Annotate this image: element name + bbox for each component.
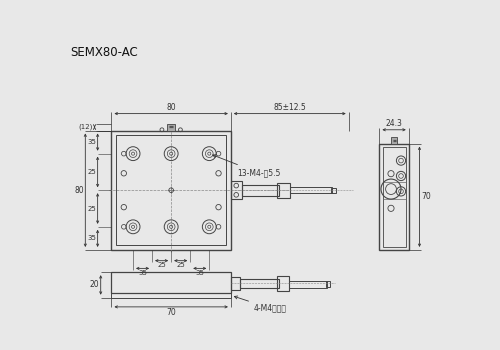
Text: 25: 25 xyxy=(176,262,185,268)
Text: 13-M4-深5.5: 13-M4-深5.5 xyxy=(212,155,280,177)
Text: 80: 80 xyxy=(166,103,176,112)
Bar xyxy=(116,135,226,245)
Text: 35: 35 xyxy=(87,235,96,241)
Text: 20: 20 xyxy=(90,280,99,289)
Bar xyxy=(290,187,333,193)
Bar xyxy=(380,144,408,250)
Text: 70: 70 xyxy=(166,308,176,317)
Bar xyxy=(288,281,327,288)
Bar xyxy=(231,277,240,290)
Text: 4-M4沉头孔: 4-M4沉头孔 xyxy=(234,296,287,313)
Bar xyxy=(240,279,279,288)
Text: 35: 35 xyxy=(196,270,204,276)
Bar xyxy=(277,183,290,198)
Text: 35: 35 xyxy=(138,270,147,276)
Bar xyxy=(231,181,241,200)
Text: (12): (12) xyxy=(78,124,93,130)
Text: 25: 25 xyxy=(88,205,96,211)
Bar xyxy=(382,147,406,247)
Bar xyxy=(112,131,231,250)
Text: 35: 35 xyxy=(87,139,96,145)
Text: 70: 70 xyxy=(421,192,431,201)
Text: 85±12.5: 85±12.5 xyxy=(274,103,306,112)
Bar xyxy=(391,138,397,144)
Bar xyxy=(331,188,336,193)
Text: SEMX80-AC: SEMX80-AC xyxy=(70,46,138,59)
Text: 25: 25 xyxy=(88,169,96,175)
Bar xyxy=(112,272,231,293)
Bar xyxy=(242,185,279,196)
Text: 24.3: 24.3 xyxy=(386,119,402,128)
Bar xyxy=(326,281,330,287)
Bar xyxy=(277,276,288,291)
Bar xyxy=(168,124,175,131)
Bar xyxy=(112,293,231,298)
Text: 25: 25 xyxy=(157,262,166,268)
Text: 80: 80 xyxy=(74,186,84,195)
